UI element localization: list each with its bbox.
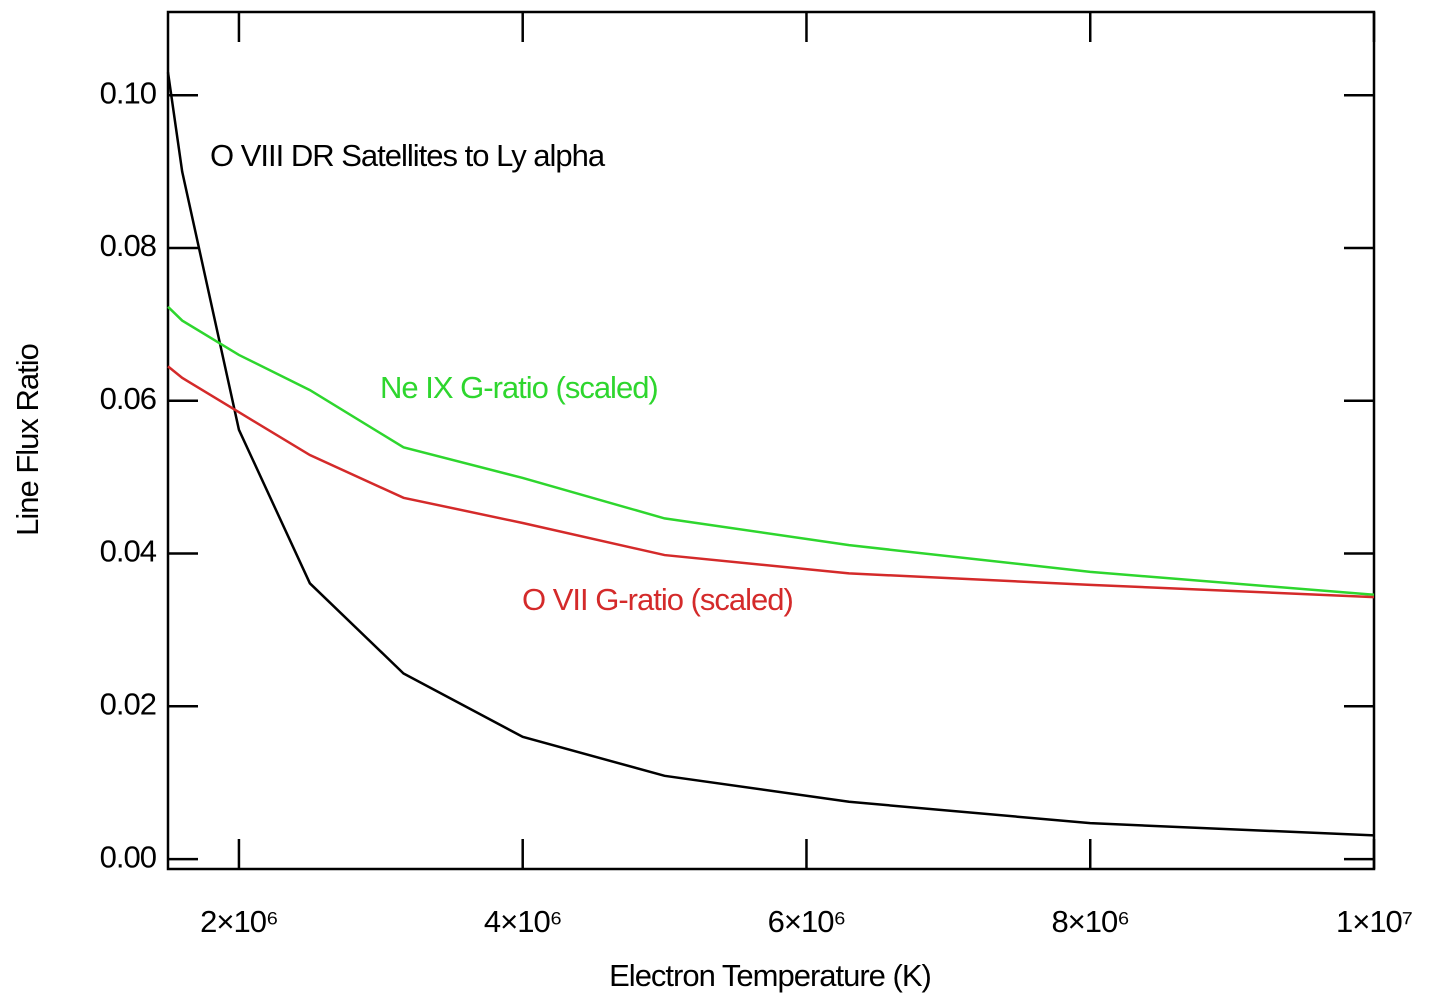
x-tick-label: 6×10⁶ [768, 904, 846, 939]
series-label: O VIII DR Satellites to Ly alpha [210, 138, 606, 173]
series-label: O VII G-ratio (scaled) [522, 582, 793, 617]
line-series [167, 305, 1375, 597]
x-tick-label: 8×10⁶ [1051, 904, 1129, 939]
x-tick-label: 2×10⁶ [200, 904, 278, 939]
y-tick-label: 0.00 [100, 839, 157, 874]
y-axis-label: Line Flux Ratio [10, 344, 45, 536]
plot-frame [166, 10, 1376, 871]
x-axis-label: Electron Temperature (K) [609, 958, 931, 993]
y-tick-label: 0.04 [100, 534, 157, 569]
x-tick-label: 1×10⁷ [1336, 904, 1412, 939]
y-tick-label: 0.08 [100, 228, 156, 263]
series-label: Ne IX G-ratio (scaled) [380, 370, 658, 405]
x-tick-label: 4×10⁶ [484, 904, 562, 939]
y-tick-label: 0.02 [100, 686, 156, 721]
line-series [166, 72, 1375, 837]
line-series [167, 365, 1375, 599]
y-tick-label: 0.10 [100, 75, 157, 110]
y-tick-label: 0.06 [100, 381, 156, 416]
